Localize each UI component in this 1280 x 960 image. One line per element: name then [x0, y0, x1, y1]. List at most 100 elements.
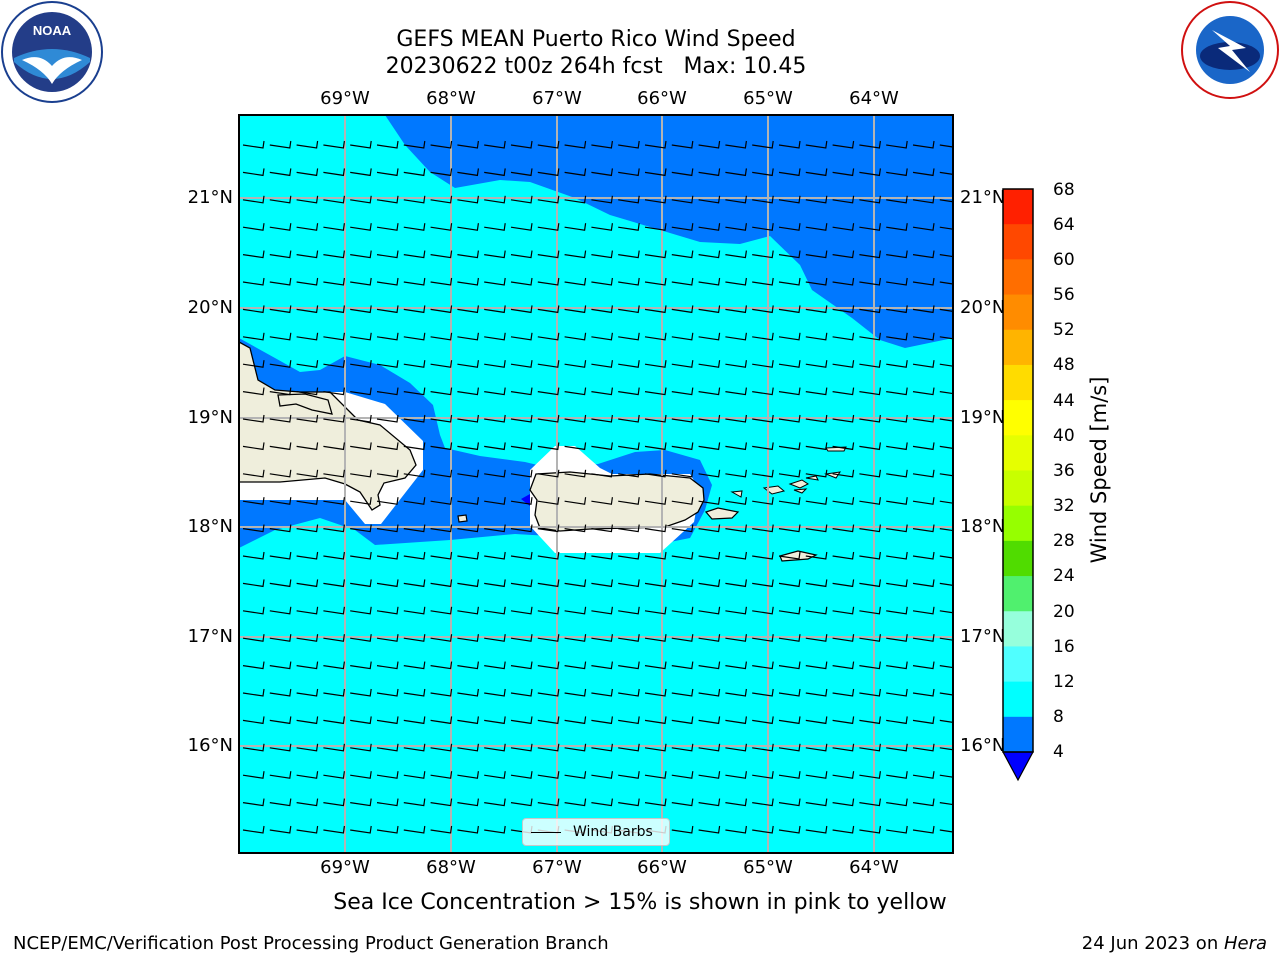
wind-barb — [886, 579, 908, 588]
wind-barb — [296, 195, 319, 204]
wind-barb — [376, 332, 399, 341]
wind-barb — [671, 771, 694, 779]
wind-barb — [457, 250, 479, 259]
wind-barb — [564, 250, 587, 259]
wind-barb — [939, 637, 953, 641]
wind-barb — [859, 551, 881, 560]
wind-barb — [484, 332, 506, 341]
wind-barb — [832, 305, 855, 314]
wind-barb — [618, 579, 640, 588]
colorbar-segment — [1003, 646, 1033, 683]
wind-barb — [912, 661, 935, 670]
wind-barb — [805, 606, 828, 615]
wind-barb — [618, 634, 640, 642]
wind-barb — [323, 469, 345, 478]
wind-barb — [618, 497, 640, 505]
wind-barb — [269, 168, 292, 177]
wind-barb — [618, 442, 640, 451]
colorbar-tick: 20 — [1053, 602, 1075, 622]
colorbar-tick: 68 — [1053, 180, 1075, 200]
wind-barb — [376, 771, 399, 779]
colorbar-segment — [1003, 364, 1033, 401]
wind-barb — [457, 168, 479, 177]
wind-barb — [430, 825, 453, 834]
wind-barb — [564, 661, 587, 670]
wind-barb — [510, 305, 533, 314]
wind-barb — [323, 277, 345, 286]
wind-barb — [832, 442, 855, 451]
map-area — [239, 115, 953, 853]
colorbar-tick: 36 — [1053, 461, 1075, 481]
wind-barb — [242, 469, 265, 478]
wind-barb — [886, 332, 908, 341]
wind-barb — [430, 551, 453, 560]
wind-barb — [752, 497, 774, 505]
lon-label-top: 68°W — [426, 88, 476, 109]
wind-barb — [939, 445, 953, 449]
wind-barb — [484, 277, 506, 286]
wind-barb — [376, 524, 399, 533]
wind-barb — [350, 634, 372, 642]
wind-barb — [859, 825, 881, 834]
colorbar-tick: 4 — [1053, 742, 1064, 762]
wind-barb — [323, 825, 345, 834]
wind-barb — [430, 223, 453, 231]
wind-barb — [457, 579, 479, 588]
wind-barb — [671, 579, 694, 588]
wind-barb — [886, 634, 908, 642]
wind-barb — [859, 387, 881, 396]
wind-barb — [457, 716, 479, 725]
wind-barb — [939, 226, 953, 230]
wind-barb — [296, 277, 319, 286]
wind-barb — [618, 332, 640, 341]
wind-barb — [644, 277, 667, 286]
wind-barb — [403, 360, 426, 368]
colorbar-segment — [1003, 681, 1033, 718]
wind-barb — [618, 360, 640, 368]
wind-barb — [805, 250, 828, 259]
wind-barb — [939, 528, 953, 532]
wind-barb — [484, 579, 506, 588]
wind-barb — [484, 360, 506, 368]
graticule — [239, 115, 953, 853]
wind-barb — [671, 825, 694, 834]
wind-barb — [912, 551, 935, 560]
wind-barb — [296, 524, 319, 533]
wind-barb — [752, 195, 774, 204]
colorbar-tick: 64 — [1053, 215, 1075, 235]
wind-barb — [778, 743, 801, 752]
wind-barb — [644, 771, 667, 779]
wind-barb — [350, 579, 372, 588]
wind-barb — [912, 277, 935, 286]
wind-barb — [698, 524, 721, 533]
wind-barb — [350, 168, 372, 177]
wind-barb — [403, 743, 426, 752]
wind-barb — [403, 798, 426, 807]
wind-barb — [430, 497, 453, 505]
wind-barb — [912, 332, 935, 341]
wind-barb — [350, 551, 372, 560]
wind-barb — [778, 387, 801, 396]
wind-barb — [886, 497, 908, 505]
wind-barb — [644, 305, 667, 314]
wind-barb — [698, 414, 721, 423]
wind-barb — [269, 442, 292, 451]
wind-barb — [403, 223, 426, 231]
wind-barb — [698, 661, 721, 670]
wind-barb — [510, 414, 533, 423]
wind-barb — [403, 771, 426, 779]
wind-barb — [242, 223, 265, 231]
wind-barb — [350, 442, 372, 451]
colorbar-tick: 24 — [1053, 566, 1075, 586]
wind-barb — [912, 250, 935, 259]
wind-barb — [698, 634, 721, 642]
wind-barb — [698, 332, 721, 341]
wind-barb — [591, 168, 613, 177]
wind-barb — [564, 606, 587, 615]
wind-barb — [430, 716, 453, 725]
wind-barb — [939, 363, 953, 367]
wind-barb — [296, 332, 319, 341]
wind-barb — [644, 551, 667, 560]
wind-barb — [886, 195, 908, 204]
wind-barb — [323, 223, 345, 231]
